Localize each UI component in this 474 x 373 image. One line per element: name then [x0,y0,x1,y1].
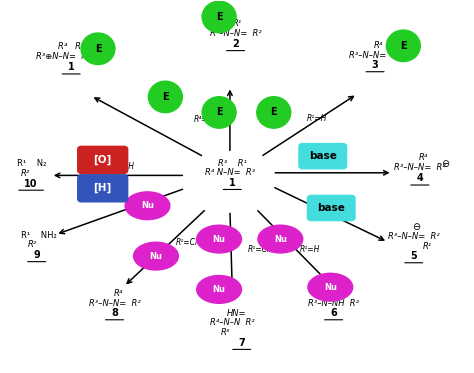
Ellipse shape [308,273,353,301]
Text: R³⊕N–N=  R²: R³⊕N–N= R² [36,53,91,62]
Text: E: E [95,44,101,54]
Text: R³=R⁴=H: R³=R⁴=H [100,162,134,170]
Text: 5: 5 [410,251,417,261]
Text: R⁴=H: R⁴=H [330,201,351,210]
Text: 1: 1 [229,178,236,188]
Text: R⁴: R⁴ [114,289,123,298]
Text: E: E [216,107,222,117]
Text: base: base [317,203,345,213]
Text: ⊖: ⊖ [441,159,449,169]
Text: R¹=Cl: R¹=Cl [176,238,198,247]
Text: R³: R³ [220,328,230,337]
Text: 10: 10 [24,179,38,188]
Text: [H]: [H] [93,183,112,194]
Text: R³–N–N=  R²: R³–N–N= R² [210,29,262,38]
Ellipse shape [197,276,241,303]
Text: R¹: R¹ [232,19,242,28]
FancyBboxPatch shape [78,146,128,173]
Text: E: E [162,92,169,102]
Text: R³–N–N=  R²: R³–N–N= R² [89,299,140,308]
Text: R¹    NH₂: R¹ NH₂ [21,231,57,240]
Text: [O]: [O] [93,155,112,165]
Text: R³–N–NH  R²: R³–N–NH R² [308,299,359,308]
Text: 4: 4 [417,173,423,184]
FancyBboxPatch shape [78,175,128,202]
Text: Nu: Nu [149,252,163,261]
Text: 9: 9 [33,250,40,260]
Text: Nu: Nu [141,201,154,210]
Text: R³–N–N=  R²: R³–N–N= R² [394,163,446,172]
Ellipse shape [202,1,236,33]
Text: 2: 2 [232,39,239,49]
Text: R¹=H: R¹=H [321,161,341,170]
Text: 6: 6 [330,308,337,318]
Ellipse shape [125,192,170,220]
Ellipse shape [197,225,241,253]
Text: 3: 3 [372,60,378,70]
Text: R⁴   R¹: R⁴ R¹ [58,42,84,51]
Text: R³–N–N=  R²: R³–N–N= R² [388,232,439,241]
Text: 7: 7 [238,338,245,348]
Text: R⁴–N–N  R²: R⁴–N–N R² [210,318,255,327]
Ellipse shape [148,81,182,113]
Text: R¹=H: R¹=H [307,113,327,122]
Text: R¹=H: R¹=H [300,245,320,254]
Text: 8: 8 [111,308,118,318]
Text: HN=: HN= [226,308,246,318]
Text: R¹    N₂: R¹ N₂ [18,159,47,168]
Text: Nu: Nu [213,285,226,294]
Text: R¹: R¹ [423,242,432,251]
FancyBboxPatch shape [299,144,346,169]
Text: R⁴=H: R⁴=H [194,115,214,124]
Text: R⁴: R⁴ [374,41,383,50]
Text: 1: 1 [68,62,74,72]
Text: E: E [400,41,407,51]
FancyBboxPatch shape [308,195,355,220]
Text: base: base [309,151,337,161]
Text: ⊖: ⊖ [412,222,420,232]
Ellipse shape [134,242,178,270]
Text: Nu: Nu [324,283,337,292]
Text: R²: R² [27,241,36,250]
Text: R³    R¹: R³ R¹ [218,159,247,168]
Text: Nu: Nu [274,235,287,244]
Text: Nu: Nu [213,235,226,244]
Text: R²: R² [20,169,29,178]
Text: R³–N–N=  R²: R³–N–N= R² [349,51,401,60]
Text: E: E [216,12,222,22]
Text: R¹=CN: R¹=CN [248,245,273,254]
Ellipse shape [202,97,236,128]
Ellipse shape [257,97,291,128]
Text: R⁴: R⁴ [419,153,428,162]
Ellipse shape [81,33,115,65]
Ellipse shape [258,225,303,253]
Text: R⁴: R⁴ [332,289,342,298]
Ellipse shape [386,30,420,62]
Text: E: E [271,107,277,117]
Text: R⁴ N–N=  R²: R⁴ N–N= R² [205,168,255,177]
